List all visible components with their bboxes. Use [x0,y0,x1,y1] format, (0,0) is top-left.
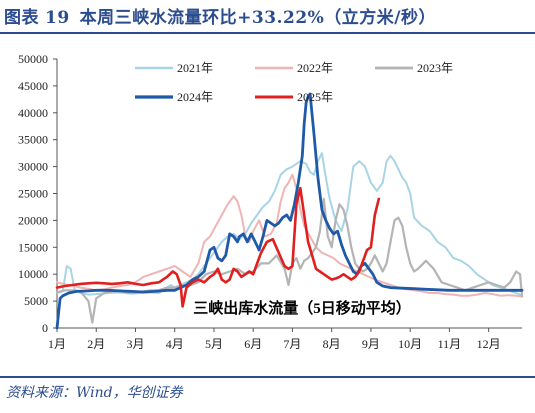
title-divider [0,32,535,34]
x-tick-label: 2月 [87,337,105,351]
figure-label: 图表 [4,8,39,28]
x-tick-label: 8月 [323,337,341,351]
x-tick-label: 3月 [126,337,144,351]
legend-label-2022: 2022年 [297,61,333,75]
legend-label-2024: 2024年 [177,90,213,104]
x-tick-label: 9月 [362,337,380,351]
series-line-2022 [56,173,523,298]
x-tick-label: 1月 [48,337,66,351]
y-tick-label: 35000 [18,133,48,147]
figure-title-text: 本周三峡水流量环比+33.22%（立方米/秒） [79,8,437,28]
x-tick-label: 10月 [398,337,422,351]
x-tick-label: 6月 [244,337,262,351]
x-tick-label: 5月 [205,337,223,351]
source-divider [0,376,535,378]
y-tick-label: 20000 [18,213,48,227]
figure-number: 19 [45,8,70,28]
legend-label-2025: 2025年 [297,90,333,104]
x-tick-label: 12月 [477,337,501,351]
y-tick-label: 5000 [24,294,48,308]
y-tick-label: 45000 [18,79,48,93]
x-tick-label: 7月 [283,337,301,351]
series-line-2024 [55,92,524,330]
x-tick-label: 4月 [166,337,184,351]
figure-title: 图表 19 本周三峡水流量环比+33.22%（立方米/秒） [4,3,436,28]
source-note: 资料来源：Wind，华创证券 [6,385,183,401]
chart-axes: 0 5000 10000 15000 20000 25000 30000 35000 40000… [18,52,522,351]
legend-label-2021: 2021年 [177,61,213,75]
legend-label-2023: 2023年 [417,61,453,75]
x-tick-label: 11月 [438,337,462,351]
series-line-2025 [55,186,381,308]
y-tick-label: 0 [42,321,48,335]
chart-annotation: 三峡出库水流量（5日移动平均） [193,299,411,317]
y-tick-label: 15000 [18,240,48,254]
y-tick-label: 40000 [18,106,48,120]
y-tick-label: 30000 [18,160,48,174]
chart-series [55,92,524,330]
y-tick-label: 50000 [18,52,48,66]
chart: 0 5000 10000 15000 20000 25000 30000 35000 40000… [18,52,524,351]
y-tick-label: 25000 [18,187,48,201]
chart-legend: 2021年 2022年 2023年 2024年 2025年 [135,61,453,104]
y-tick-label: 10000 [18,267,48,281]
